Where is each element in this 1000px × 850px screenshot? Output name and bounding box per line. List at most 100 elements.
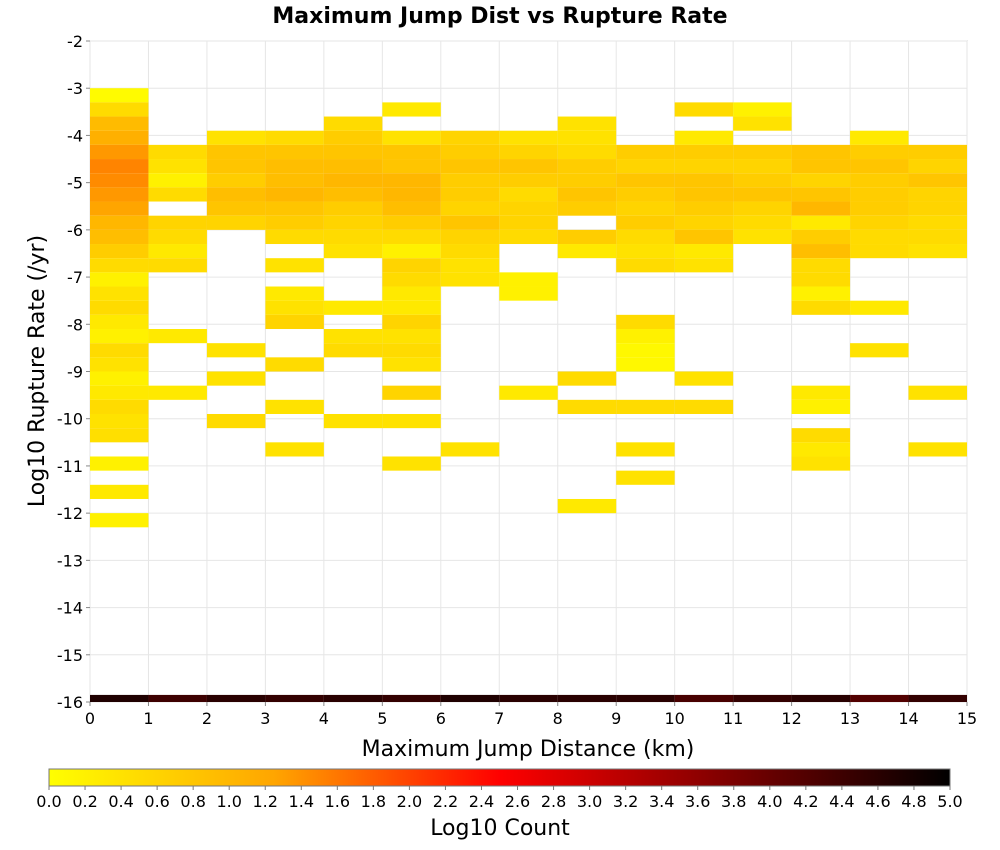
heatmap-cell [850, 244, 909, 259]
heatmap-cell [90, 428, 149, 443]
heatmap-cell [382, 694, 441, 702]
heatmap-cell [499, 229, 558, 245]
heatmap-cell [90, 215, 149, 230]
heatmap-cell [791, 456, 851, 471]
x-tick-label: 10 [664, 709, 684, 728]
heatmap-cell [323, 229, 383, 245]
heatmap-cell [90, 694, 149, 702]
heatmap-cell [265, 159, 324, 174]
heatmap-cell [557, 144, 617, 160]
heatmap-cell [382, 357, 441, 372]
colorbar-tick-label: 3.8 [721, 792, 746, 811]
x-tick-label: 0 [85, 709, 95, 728]
y-tick-label: -13 [57, 551, 83, 570]
heatmap-cell [440, 694, 500, 702]
heatmap-cell [908, 159, 967, 174]
heatmap-cell [791, 442, 851, 457]
colorbar-tick-label: 2.4 [469, 792, 494, 811]
colorbar-tick-label: 1.8 [361, 792, 386, 811]
heatmap-cell [323, 173, 383, 188]
heatmap-cell [557, 187, 617, 202]
heatmap-cell [674, 229, 734, 245]
heatmap-cell [265, 314, 324, 330]
heatmap-cell [206, 343, 266, 358]
heatmap-cell [557, 116, 617, 131]
heatmap-cell [850, 215, 909, 230]
heatmap-cell [148, 159, 207, 174]
heatmap-cell [265, 399, 324, 414]
colorbar-tick-label: 3.6 [685, 792, 710, 811]
colorbar-tick-label: 2.0 [397, 792, 422, 811]
heatmap-cell [616, 244, 675, 259]
heatmap-cell [206, 130, 266, 145]
heatmap-cell [90, 343, 149, 358]
colorbar-tick-label: 0.4 [108, 792, 133, 811]
colorbar-tick-label: 4.0 [757, 792, 782, 811]
x-tick-label: 5 [377, 709, 387, 728]
heatmap-cell [206, 201, 266, 216]
heatmap-cell [499, 286, 558, 301]
y-tick-label: -15 [57, 646, 83, 665]
heatmap-cell [265, 229, 324, 245]
heatmap-cell [616, 144, 675, 160]
heatmap-cell [733, 102, 792, 117]
heatmap-cell [382, 173, 441, 188]
heatmap-cell [440, 272, 500, 287]
heatmap-cell [148, 144, 207, 160]
heatmap-cell [382, 102, 441, 117]
heatmap-cell [791, 187, 851, 202]
heatmap-cell [323, 413, 383, 429]
heatmap-cell [791, 258, 851, 273]
heatmap-cell [323, 300, 383, 315]
colorbar-tick-label: 4.2 [793, 792, 818, 811]
heatmap-cell [908, 201, 967, 216]
x-tick-label: 4 [319, 709, 329, 728]
y-tick-label: -7 [67, 268, 83, 287]
heatmap-cell [382, 300, 441, 315]
heatmap-cell [265, 173, 324, 188]
heatmap-cell [791, 244, 851, 259]
heatmap-cell [90, 357, 149, 372]
heatmap-cell [674, 215, 734, 230]
heatmap-cell [265, 144, 324, 160]
heatmap-cell [733, 116, 792, 131]
heatmap-cell [206, 144, 266, 160]
heatmap-cell [674, 258, 734, 273]
heatmap-cell [499, 201, 558, 216]
heatmap-cell [908, 385, 967, 400]
colorbar-tick-label: 3.4 [649, 792, 674, 811]
colorbar-tick-label: 0.6 [144, 792, 169, 811]
heatmap-cell [440, 215, 500, 230]
heatmap-cell [90, 173, 149, 188]
heatmap-cell [90, 413, 149, 429]
heatmap-cell [382, 159, 441, 174]
heatmap-cell [674, 244, 734, 259]
heatmap-cell [499, 272, 558, 287]
heatmap-cell [323, 144, 383, 160]
heatmap-cell [850, 159, 909, 174]
heatmap-cell [90, 513, 149, 528]
heatmap-cell [206, 215, 266, 230]
heatmap-cell [382, 272, 441, 287]
heatmap-cell [206, 159, 266, 174]
heatmap-cell [733, 173, 792, 188]
heatmap-cell [265, 694, 324, 702]
colorbar-tick-label: 0.8 [180, 792, 205, 811]
heatmap-cell [382, 215, 441, 230]
heatmap-cell [616, 357, 675, 372]
x-tick-label: 15 [957, 709, 977, 728]
heatmap-cell [206, 371, 266, 386]
heatmap-cell [382, 144, 441, 160]
heatmap-cell [499, 385, 558, 400]
heatmap-cell [90, 300, 149, 315]
y-axis-ticks: -2 -3 -4 -5 -6 -7 -8 -9 -10 -11 -12 -13 -14 -15 -16 [57, 32, 90, 712]
heatmap-cell [674, 102, 734, 117]
heatmap-cell [499, 173, 558, 188]
heatmap-cell [557, 173, 617, 188]
heatmap-cell [323, 215, 383, 230]
heatmap-cell [908, 229, 967, 245]
heatmap-cells [90, 88, 967, 702]
heatmap-cell [850, 343, 909, 358]
heatmap-cell [440, 159, 500, 174]
